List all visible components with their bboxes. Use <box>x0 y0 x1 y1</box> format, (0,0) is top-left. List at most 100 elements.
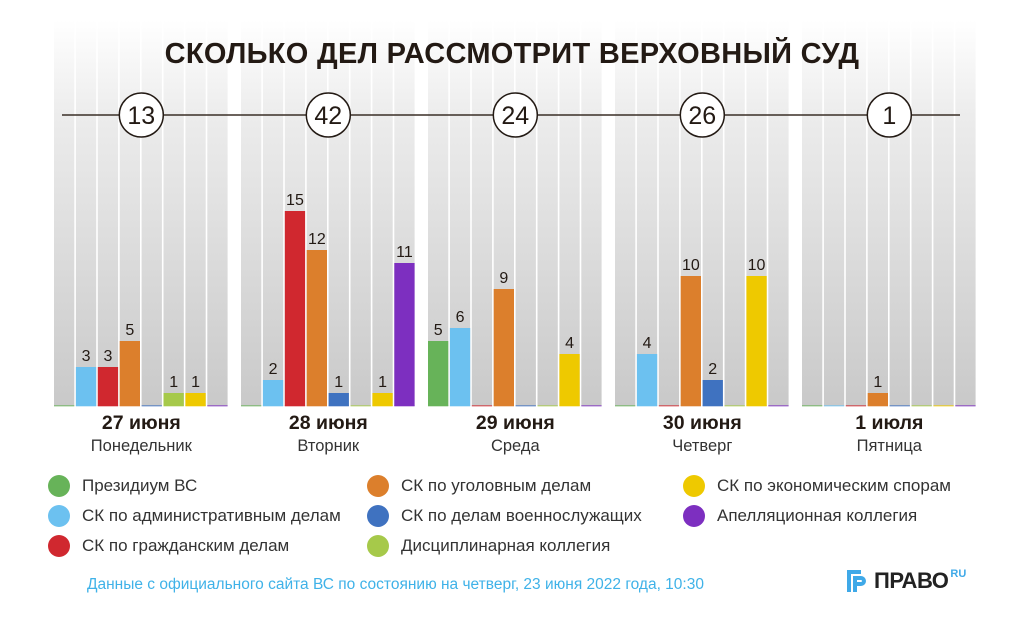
baseline-strip <box>802 405 823 407</box>
data-source-note: Данные с официального сайта ВС по состоя… <box>87 576 704 593</box>
bar-value-label: 9 <box>499 270 508 287</box>
x-tick-date: 30 июня <box>663 412 742 434</box>
legend-label: СК по делам военнослужащих <box>401 506 642 525</box>
column-background <box>658 20 680 406</box>
day-total-label: 42 <box>314 102 342 130</box>
baseline-strip <box>581 405 602 407</box>
baseline-strip <box>845 405 867 407</box>
day-total-circle <box>492 92 539 138</box>
legend-item: Президиум ВС <box>48 474 197 498</box>
x-tick-date: 29 июня <box>476 412 555 434</box>
legend-dot-icon <box>48 475 70 497</box>
x-tick-date: 28 июня <box>289 412 368 434</box>
column-background <box>581 20 602 406</box>
legend-dot-icon <box>367 535 389 557</box>
column-background <box>471 20 493 406</box>
column-background <box>537 20 558 406</box>
legend-item: СК по административным делам <box>48 504 341 528</box>
bar <box>119 341 140 406</box>
bar <box>306 250 327 406</box>
baseline-strip <box>933 405 954 407</box>
column-background <box>823 20 845 406</box>
day-total-label: 26 <box>688 102 716 130</box>
legend-dot-icon <box>367 475 389 497</box>
bar <box>867 393 888 406</box>
baseline-strip <box>241 405 262 407</box>
baseline-strip <box>207 405 228 407</box>
legend-label: СК по гражданским делам <box>82 536 290 555</box>
bar-value-label: 15 <box>286 192 304 209</box>
day-total-circle <box>866 92 913 138</box>
bar <box>328 393 349 406</box>
column-background <box>955 20 976 406</box>
day-total-label: 13 <box>127 102 155 130</box>
bar-value-label: 1 <box>334 374 343 391</box>
legend-item: СК по гражданским делам <box>48 534 289 558</box>
bar-value-label: 1 <box>378 374 387 391</box>
baseline-strip <box>724 405 745 407</box>
bar <box>428 341 449 406</box>
bar <box>559 354 580 406</box>
column-background <box>636 20 658 406</box>
baseline-strip <box>889 405 910 407</box>
bar <box>746 276 767 406</box>
column-background <box>54 20 75 406</box>
column-background <box>185 20 206 406</box>
column-background <box>262 20 284 406</box>
column-background <box>328 20 349 406</box>
column-background <box>702 20 723 406</box>
legend-label: СК по экономическим спорам <box>717 476 951 495</box>
baseline-strip <box>768 405 789 407</box>
column-background <box>428 20 449 406</box>
legend-item: Апелляционная коллегия <box>683 504 917 528</box>
column-background <box>911 20 932 406</box>
bar-value-label: 4 <box>643 335 652 352</box>
legend-item: СК по делам военнослужащих <box>367 504 642 528</box>
day-total-circle <box>679 92 726 138</box>
baseline-strip <box>515 405 536 407</box>
baseline-strip <box>537 405 558 407</box>
column-background <box>867 20 888 406</box>
column-background <box>141 20 162 406</box>
column-background <box>97 20 119 406</box>
day-total-label: 1 <box>882 102 896 130</box>
baseline-strip <box>955 405 976 407</box>
legend-dot-icon <box>683 505 705 527</box>
column-background <box>889 20 910 406</box>
column-background <box>559 20 580 406</box>
bar-value-label: 3 <box>82 348 91 365</box>
x-tick-date: 1 июля <box>855 412 923 434</box>
x-tick-weekday: Пятница <box>857 437 923 455</box>
bar <box>163 393 184 406</box>
x-tick-weekday: Четверг <box>672 437 732 455</box>
bar <box>636 354 658 406</box>
bar-value-label: 12 <box>308 231 326 248</box>
bar <box>394 263 415 406</box>
baseline-strip <box>141 405 162 407</box>
pravo-ru-logo[interactable]: ПРАВО RU <box>847 567 966 595</box>
column-background <box>933 20 954 406</box>
x-tick-date: 27 июня <box>102 412 181 434</box>
bar <box>97 367 119 406</box>
column-background <box>615 20 636 406</box>
baseline-strip <box>471 405 493 407</box>
column-background <box>163 20 184 406</box>
day-total-circle <box>305 92 352 138</box>
baseline-strip <box>54 405 75 407</box>
x-tick-weekday: Среда <box>491 437 541 455</box>
legend-label: Дисциплинарная коллегия <box>401 536 611 555</box>
logo-suffix: RU <box>950 568 967 580</box>
baseline-strip <box>911 405 932 407</box>
column-background <box>802 20 823 406</box>
column-background <box>207 20 228 406</box>
legend-dot-icon <box>48 535 70 557</box>
bar <box>449 328 471 406</box>
legend-item: СК по уголовным делам <box>367 474 591 498</box>
day-total-circle <box>118 92 165 138</box>
bar <box>372 393 393 406</box>
x-tick-weekday: Вторник <box>297 437 360 455</box>
legend-dot-icon <box>48 505 70 527</box>
baseline-strip <box>823 405 845 407</box>
legend-label: СК по административным делам <box>82 506 341 525</box>
baseline-strip <box>350 405 371 407</box>
